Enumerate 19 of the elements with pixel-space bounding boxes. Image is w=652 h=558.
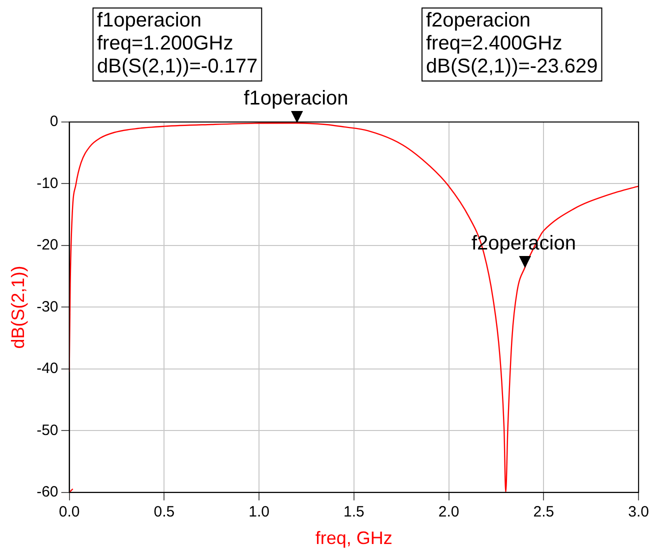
x-tick-label: 2.5 (533, 504, 554, 521)
y-tick-label: -20 (36, 236, 58, 254)
text: f2operacion freq=2.400GHz dB(S(2,1))=-23.629 (426, 10, 598, 78)
x-tick-label: 0.0 (58, 504, 80, 521)
y-axis-title: dB(S(2,1)) (8, 266, 28, 349)
y-tick-label: -60 (36, 484, 58, 501)
x-tick-label: 1.5 (343, 504, 364, 521)
y-tick-label: -50 (36, 422, 58, 439)
y-tick-label: -30 (36, 298, 58, 316)
x-tick-label: 0.5 (154, 504, 175, 521)
annotation: f1operacion (244, 88, 348, 110)
text: f1operacion freq=1.200GHz dB(S(2,1))=-0.177 (97, 10, 258, 78)
y-tick-label: -10 (36, 174, 58, 192)
x-tick-label: 3.0 (628, 504, 650, 521)
x-tick-label: 1.0 (248, 504, 270, 521)
y-tick-label: 0 (50, 113, 58, 130)
y-tick-label: -40 (36, 360, 58, 378)
x-axis-title: freq, GHz (315, 528, 392, 548)
x-tick-label: 2.0 (438, 504, 460, 521)
